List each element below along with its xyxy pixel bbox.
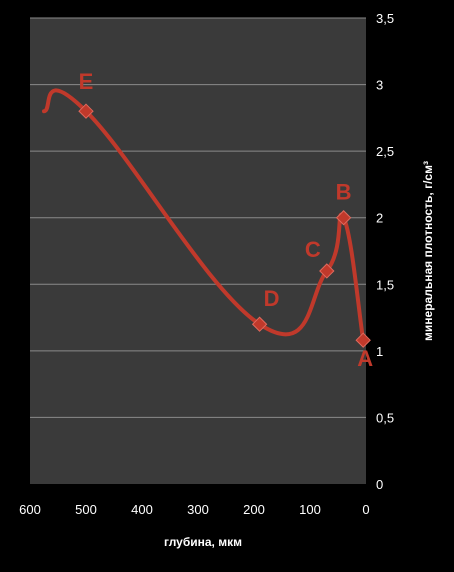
- x-tick-label: 400: [131, 502, 153, 517]
- y-tick-label: 0,5: [376, 410, 394, 425]
- y-axis-title: минеральная плотность, г/см³: [421, 161, 435, 341]
- y-axis-ticks: 0 0,5 1 1,5 2 2,5 3 3,5: [376, 11, 394, 492]
- x-tick-label: 500: [75, 502, 97, 517]
- point-label-a: A: [357, 346, 373, 371]
- x-tick-label: 0: [362, 502, 369, 517]
- data-point-marker: [251, 316, 268, 332]
- point-labels: E DC B A: [79, 69, 374, 371]
- x-tick-label: 200: [243, 502, 265, 517]
- y-tick-label: 2: [376, 211, 383, 226]
- x-tick-label: 100: [299, 502, 321, 517]
- gridlines: [30, 17, 366, 418]
- x-tick-label: 600: [19, 502, 41, 517]
- data-point-marker: [355, 332, 371, 348]
- x-axis-ticks: 600 500 400 300 200 100 0: [19, 502, 369, 517]
- series-markers: [78, 103, 371, 348]
- y-tick-label: 3,5: [376, 11, 394, 26]
- data-point-marker: [335, 210, 352, 226]
- data-point-marker: [78, 103, 94, 119]
- point-label-d: D: [264, 286, 280, 311]
- x-tick-label: 300: [187, 502, 209, 517]
- y-tick-label: 3: [376, 78, 383, 93]
- y-tick-label: 2,5: [376, 144, 394, 159]
- y-tick-label: 0: [376, 477, 383, 492]
- plot-area: [30, 18, 366, 484]
- x-axis-title: глубина, мкм: [164, 535, 242, 549]
- y-tick-label: 1,5: [376, 277, 394, 292]
- point-label-e: E: [79, 69, 94, 94]
- y-tick-label: 1: [376, 344, 383, 359]
- data-point-marker: [319, 263, 335, 279]
- point-label-b: B: [336, 180, 352, 205]
- point-label-c: C: [305, 237, 321, 262]
